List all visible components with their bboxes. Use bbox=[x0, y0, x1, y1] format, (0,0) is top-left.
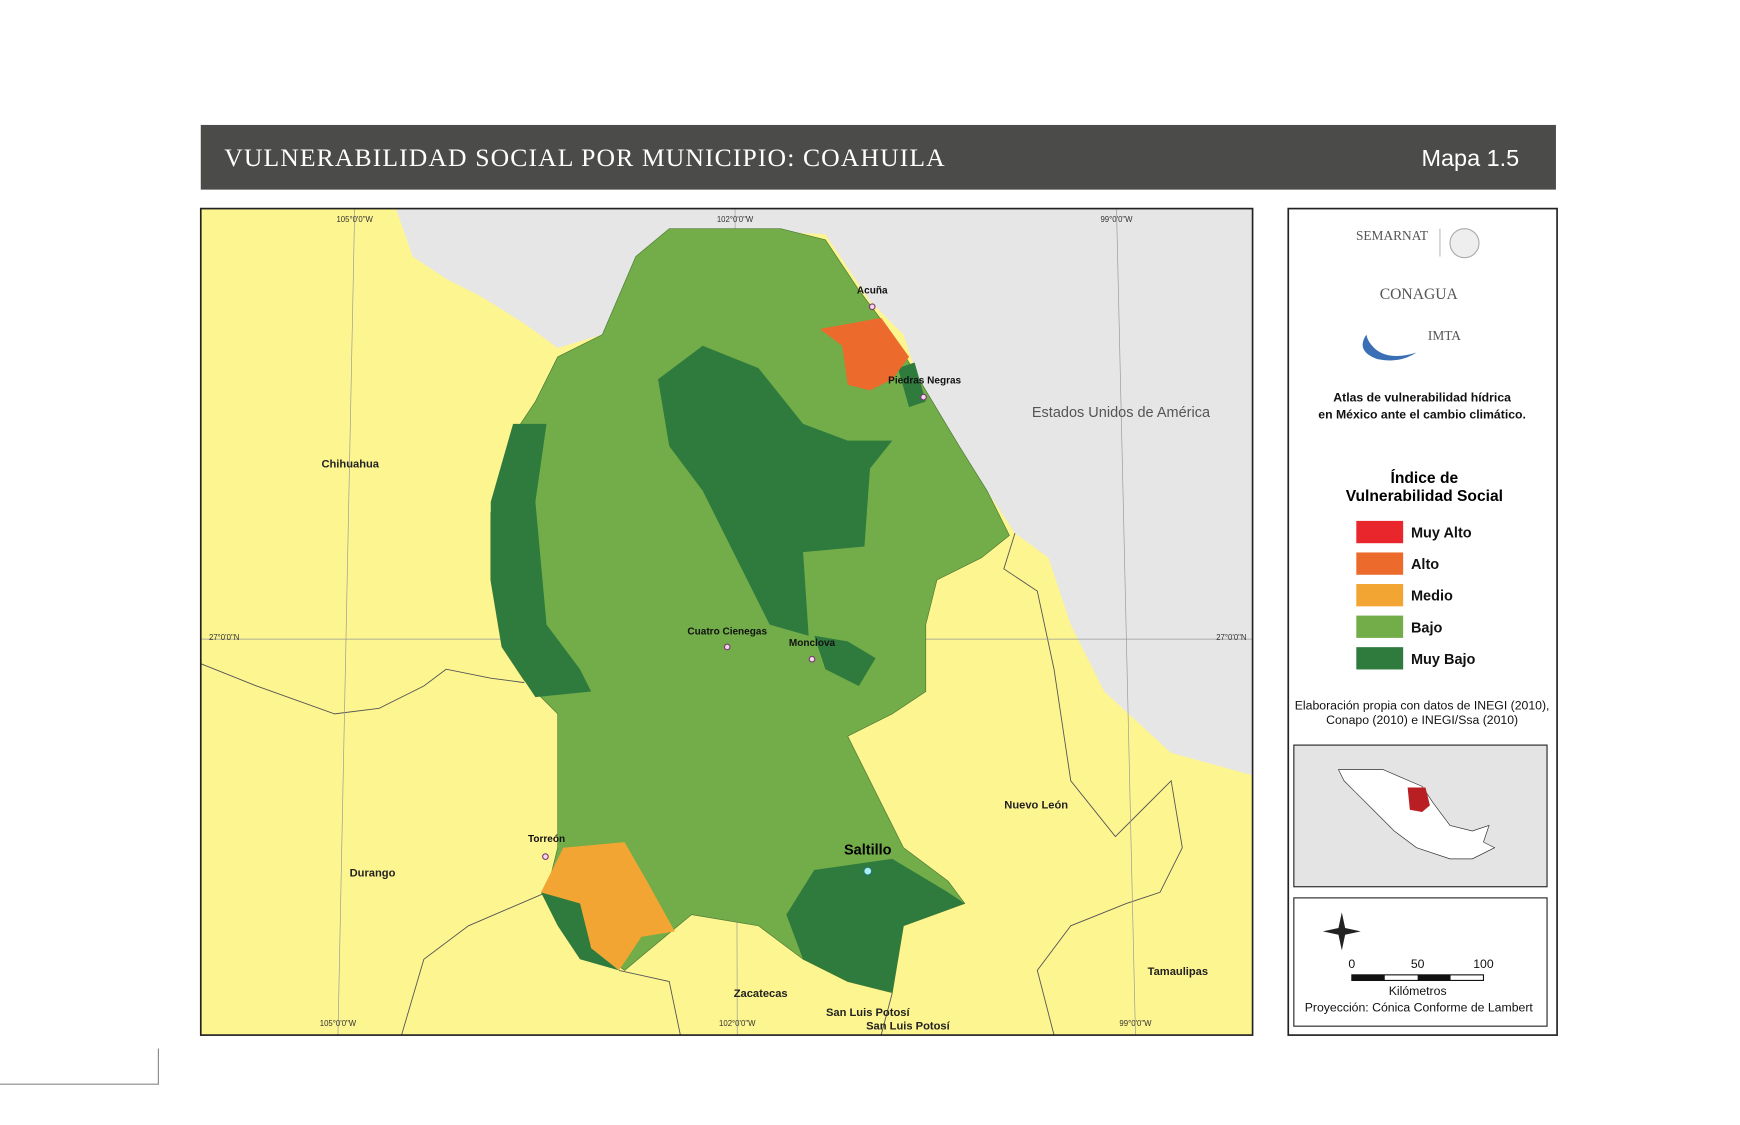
projection: Proyección: Cónica Conforme de Lambert bbox=[1305, 1001, 1534, 1015]
meridian bbox=[337, 208, 356, 1036]
graticule-label: 102°0'0"W bbox=[717, 215, 754, 224]
legend-label: Medio bbox=[1411, 589, 1453, 605]
legend-swatch bbox=[1356, 584, 1404, 607]
city-point bbox=[542, 853, 549, 860]
logo-semarnat: SEMARNAT bbox=[1356, 228, 1428, 243]
map-number: Mapa 1.5 bbox=[1422, 145, 1520, 171]
city-point bbox=[863, 866, 873, 876]
scale-frame bbox=[1293, 897, 1548, 1027]
source-line: Conapo (2010) e INEGI/Ssa (2010) bbox=[1326, 713, 1518, 727]
coahuila-alto bbox=[819, 317, 910, 391]
legend: Muy Alto Alto Medio Bajo Muy Bajo bbox=[1356, 520, 1476, 670]
logo-imta: IMTA bbox=[1428, 328, 1461, 343]
inset-coahuila bbox=[1407, 787, 1430, 813]
atlas-line: en México ante el cambio climático. bbox=[1318, 407, 1526, 421]
state-border bbox=[880, 992, 893, 1036]
city-label: Acuña bbox=[857, 285, 888, 296]
sidebar: SEMARNAT CONAGUA IMTA Atlas de vulnerabi… bbox=[1287, 207, 1558, 1036]
state-border bbox=[618, 969, 681, 1036]
region-label: Zacatecas bbox=[734, 988, 788, 1000]
state-border bbox=[200, 663, 525, 715]
city-points bbox=[542, 303, 927, 876]
coahuila-muy-bajo bbox=[490, 423, 592, 698]
city-label: Torreón bbox=[528, 834, 565, 845]
region-label: San Luis Potosí bbox=[826, 1007, 910, 1019]
scale-unit: Kilómetros bbox=[1389, 984, 1447, 998]
coahuila-muy-bajo bbox=[897, 362, 926, 408]
meridian bbox=[1116, 208, 1136, 1036]
legend-label: Muy Bajo bbox=[1411, 652, 1476, 668]
logo-imta-swoosh bbox=[1362, 334, 1417, 361]
city-label: Piedras Negras bbox=[888, 376, 961, 387]
city-point bbox=[723, 643, 731, 651]
region-label: Durango bbox=[350, 868, 396, 880]
graticule-label: 99°0'0"W bbox=[1119, 1019, 1152, 1028]
map-frame bbox=[199, 207, 1254, 1036]
page-mark bbox=[0, 1048, 159, 1085]
graticule-label: 27°0'0"N bbox=[209, 633, 239, 642]
logo-seal bbox=[1449, 228, 1480, 259]
legend-swatch bbox=[1356, 647, 1404, 670]
legend-swatch bbox=[1356, 552, 1404, 575]
legend-label: Bajo bbox=[1411, 620, 1443, 636]
coahuila-muy-bajo bbox=[814, 635, 876, 686]
graticule-label: 27°0'0"N bbox=[1216, 633, 1246, 642]
graticule-label: 105°0'0"W bbox=[336, 215, 373, 224]
legend-label: Muy Alto bbox=[1411, 526, 1472, 542]
coahuila-muy-bajo bbox=[540, 892, 620, 971]
graticule-label: 105°0'0"W bbox=[320, 1019, 357, 1028]
scale-label: 0 bbox=[1348, 957, 1355, 971]
legend-swatch bbox=[1356, 615, 1404, 638]
coahuila-muy-bajo bbox=[786, 858, 965, 993]
city-point bbox=[808, 655, 816, 663]
atlas-line: Atlas de vulnerabilidad hídrica bbox=[1333, 391, 1511, 405]
scale-bar-segment bbox=[1351, 974, 1385, 981]
coahuila-muy-bajo bbox=[658, 345, 893, 636]
region-label: Nuevo León bbox=[1004, 800, 1068, 812]
region-label: Chihuahua bbox=[321, 458, 379, 470]
north-arrow bbox=[1322, 912, 1361, 951]
scale-label: 100 bbox=[1473, 957, 1494, 971]
header-bar bbox=[200, 124, 1556, 190]
legend-title: Vulnerabilidad Social bbox=[1346, 488, 1503, 505]
city-label: Cuatro Cienegas bbox=[687, 627, 767, 638]
legend-title: Índice de bbox=[1391, 468, 1459, 487]
logo-conagua: CONAGUA bbox=[1380, 286, 1459, 303]
state-border bbox=[1003, 533, 1183, 1036]
scale-label: 50 bbox=[1411, 957, 1425, 971]
city-point bbox=[868, 303, 876, 311]
region-label: Tamaulipas bbox=[1148, 966, 1208, 978]
map-title: VULNERABILIDAD SOCIAL POR MUNICIPIO: COA… bbox=[224, 143, 946, 172]
map: 105°0'0"W 102°0'0"W 99°0'0"W 105°0'0"W 1… bbox=[199, 207, 1254, 1036]
coahuila-medio bbox=[540, 842, 675, 971]
source-line: Elaboración propia con datos de INEGI (2… bbox=[1295, 698, 1550, 712]
city-point bbox=[920, 393, 927, 401]
city-label: Monclova bbox=[789, 638, 836, 649]
graticule-label: 102°0'0"W bbox=[719, 1019, 756, 1028]
inset-mexico bbox=[1337, 769, 1496, 860]
legend-label: Alto bbox=[1411, 557, 1439, 573]
usa bbox=[395, 208, 1253, 776]
region-label: San Luis Potosí bbox=[866, 1021, 950, 1033]
scale-bar-segment bbox=[1417, 974, 1451, 981]
region-label: Estados Unidos de América bbox=[1032, 405, 1211, 421]
state-border bbox=[401, 891, 547, 1036]
graticule-label: 99°0'0"W bbox=[1100, 215, 1133, 224]
legend-swatch bbox=[1356, 520, 1404, 544]
city-label: Saltillo bbox=[844, 842, 892, 858]
